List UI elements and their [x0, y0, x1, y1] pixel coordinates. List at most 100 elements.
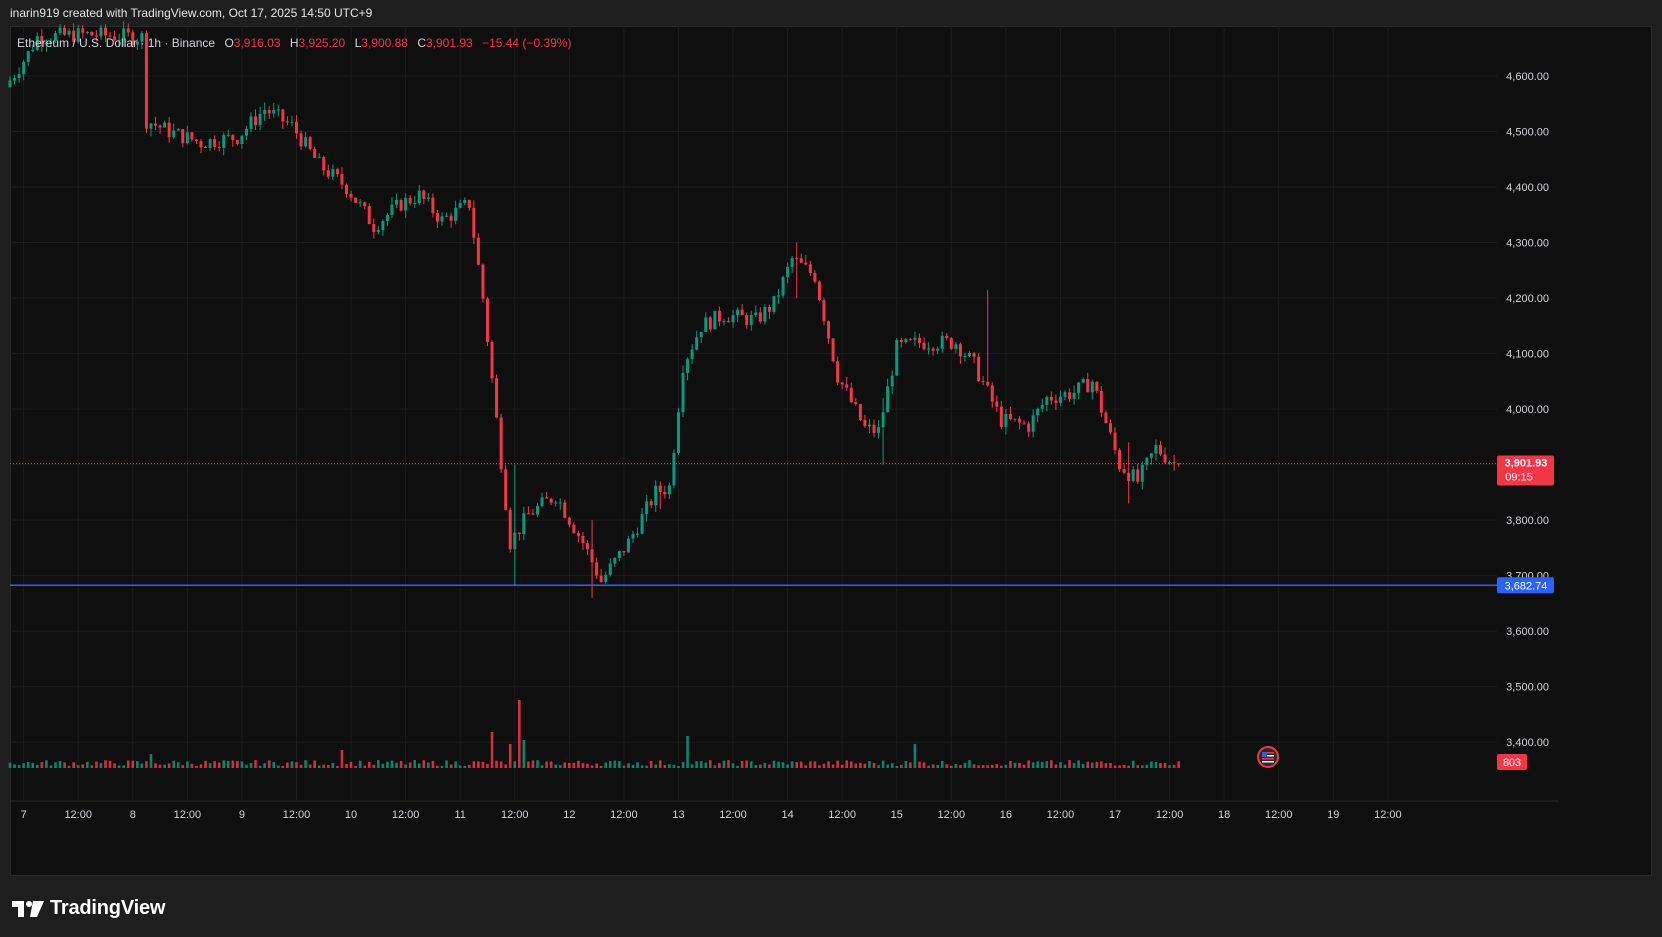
candle-body[interactable] [731, 315, 735, 323]
candle-body[interactable] [640, 514, 644, 534]
candle-body[interactable] [586, 543, 590, 550]
candle-body[interactable] [954, 344, 958, 349]
candle-body[interactable] [763, 306, 767, 322]
candle-body[interactable] [949, 338, 953, 349]
candle-body[interactable] [294, 121, 298, 134]
candle-body[interactable] [840, 382, 844, 385]
candle-body[interactable] [608, 563, 612, 575]
candle-body[interactable] [513, 532, 517, 550]
candle-body[interactable] [1018, 418, 1022, 423]
candle-body[interactable] [331, 169, 335, 177]
candle-body[interactable] [540, 497, 544, 506]
candle-body[interactable] [1086, 378, 1090, 393]
candle-body[interactable] [322, 157, 326, 171]
candle-body[interactable] [958, 344, 962, 357]
candle-body[interactable] [795, 258, 799, 260]
candle-body[interactable] [354, 197, 358, 203]
candle-body[interactable] [172, 130, 176, 138]
candle-body[interactable] [1145, 457, 1149, 465]
candle-body[interactable] [717, 310, 721, 322]
candle-body[interactable] [590, 549, 594, 563]
candle-body[interactable] [472, 207, 476, 238]
candle-body[interactable] [490, 341, 494, 379]
candle-body[interactable] [667, 485, 671, 495]
candle-body[interactable] [672, 452, 676, 486]
candle-body[interactable] [1158, 444, 1162, 455]
candle-body[interactable] [626, 538, 630, 553]
candle-body[interactable] [645, 501, 649, 515]
candle-body[interactable] [563, 502, 567, 518]
candle-body[interactable] [258, 113, 262, 125]
candle-body[interactable] [1081, 378, 1085, 383]
candle-body[interactable] [781, 277, 785, 296]
candle-body[interactable] [103, 27, 107, 36]
candle-body[interactable] [676, 412, 680, 453]
candle-body[interactable] [726, 321, 730, 323]
candle-body[interactable] [290, 121, 294, 123]
candle-body[interactable] [1099, 390, 1103, 413]
candle-body[interactable] [1072, 392, 1076, 399]
candle-body[interactable] [363, 202, 367, 207]
candle-body[interactable] [1136, 469, 1140, 482]
candle-body[interactable] [299, 133, 303, 147]
candle-body[interactable] [595, 562, 599, 576]
candle-body[interactable] [1113, 432, 1117, 451]
candle-body[interactable] [85, 31, 89, 33]
candle-body[interactable] [704, 317, 708, 332]
candle-body[interactable] [317, 157, 321, 159]
candle-body[interactable] [8, 80, 12, 88]
candle-body[interactable] [417, 190, 421, 204]
candle-body[interactable] [308, 137, 312, 149]
candle-body[interactable] [567, 517, 571, 525]
candle-body[interactable] [708, 317, 712, 330]
candle-body[interactable] [927, 348, 931, 350]
candle-body[interactable] [904, 338, 908, 343]
candle-body[interactable] [977, 356, 981, 382]
candle-body[interactable] [426, 197, 430, 199]
candle-body[interactable] [22, 61, 26, 75]
candle-body[interactable] [836, 361, 840, 383]
candle-body[interactable] [285, 121, 289, 123]
candle-body[interactable] [131, 32, 135, 45]
candle-body[interactable] [986, 381, 990, 386]
candle-body[interactable] [572, 524, 576, 534]
candle-body[interactable] [517, 532, 521, 535]
candle-body[interactable] [1049, 396, 1053, 401]
candle-body[interactable] [804, 262, 808, 265]
candle-body[interactable] [1154, 444, 1158, 454]
candle-body[interactable] [817, 281, 821, 301]
candle-body[interactable] [276, 109, 280, 111]
candle-body[interactable] [158, 125, 162, 128]
candle-body[interactable] [194, 139, 198, 142]
candle-body[interactable] [995, 401, 999, 407]
candle-body[interactable] [908, 338, 912, 340]
candle-body[interactable] [917, 337, 921, 343]
candle-body[interactable] [63, 27, 67, 35]
candle-body[interactable] [981, 381, 985, 383]
candle-body[interactable] [1013, 418, 1017, 420]
candle-body[interactable] [963, 355, 967, 357]
candle-body[interactable] [399, 199, 403, 211]
candle-body[interactable] [367, 206, 371, 225]
candle-body[interactable] [358, 202, 362, 204]
candle-body[interactable] [636, 533, 640, 535]
candle-body[interactable] [772, 296, 776, 312]
candle-body[interactable] [181, 129, 185, 144]
candle-body[interactable] [31, 49, 35, 52]
candle-body[interactable] [545, 497, 549, 499]
candle-body[interactable] [204, 147, 208, 149]
candle-body[interactable] [1108, 423, 1112, 433]
candle-body[interactable] [17, 74, 21, 79]
candle-body[interactable] [135, 41, 139, 45]
candle-body[interactable] [940, 335, 944, 349]
candle-body[interactable] [1163, 454, 1167, 463]
candle-body[interactable] [831, 338, 835, 362]
candle-body[interactable] [845, 384, 849, 388]
candle-body[interactable] [890, 375, 894, 387]
candle-body[interactable] [440, 216, 444, 222]
candle-body[interactable] [1095, 381, 1099, 391]
candle-body[interactable] [99, 27, 103, 37]
candle-body[interactable] [681, 372, 685, 413]
candle-body[interactable] [767, 306, 771, 312]
